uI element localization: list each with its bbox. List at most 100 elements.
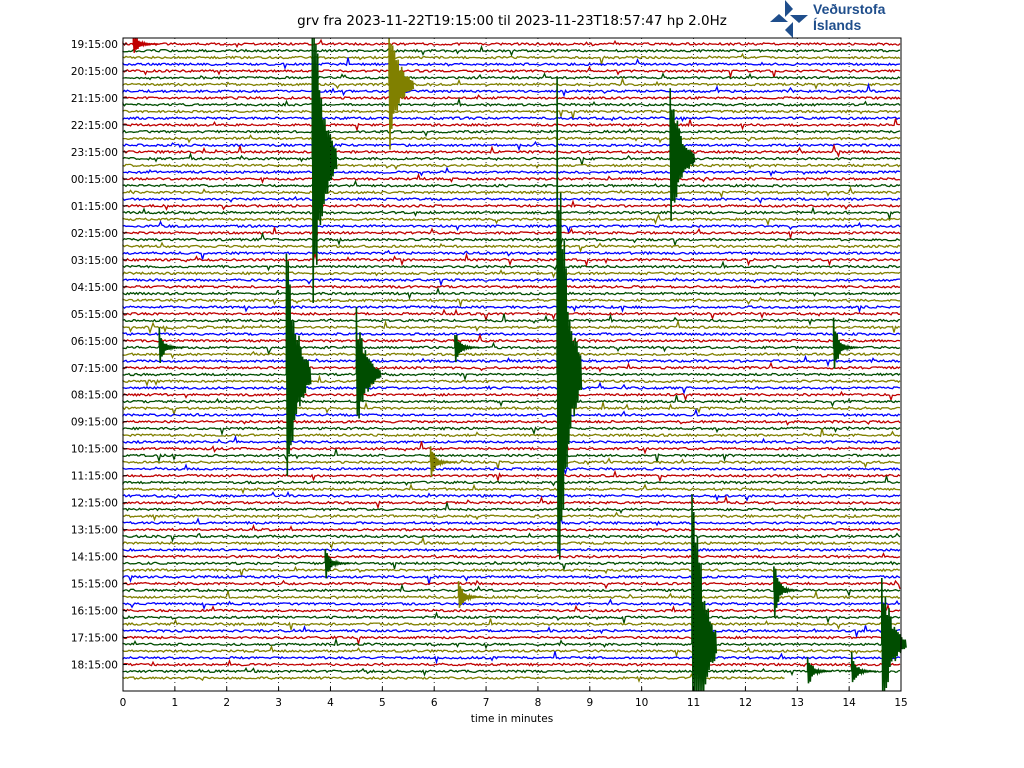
x-axis-label: time in minutes xyxy=(471,713,553,725)
trace-line xyxy=(122,547,901,553)
trace-line xyxy=(122,457,901,469)
y-tick-label: 17:15:00 xyxy=(71,633,118,645)
trace-line xyxy=(122,672,785,683)
x-tick-label: 9 xyxy=(586,697,593,709)
plot-frame xyxy=(122,37,902,692)
trace-line xyxy=(122,395,901,408)
trace-line xyxy=(122,589,901,601)
y-tick-label: 19:15:00 xyxy=(71,39,118,51)
trace-line xyxy=(122,635,901,647)
trace-line xyxy=(122,66,901,80)
trace-line xyxy=(122,502,901,515)
trace-line xyxy=(122,332,901,344)
trace-line xyxy=(122,523,901,533)
trace-line xyxy=(122,435,901,445)
x-tick-label: 7 xyxy=(483,697,490,709)
trace-line xyxy=(122,482,901,495)
x-tick-label: 14 xyxy=(842,697,856,709)
trace-line xyxy=(122,38,901,49)
trace-line xyxy=(122,494,901,510)
seismic-event xyxy=(773,566,799,618)
seismic-event xyxy=(881,577,907,691)
trace-line xyxy=(122,143,901,158)
trace-line xyxy=(122,71,901,81)
y-tick-label: 06:15:00 xyxy=(71,336,118,348)
trace-line xyxy=(122,401,901,417)
x-tick-label: 12 xyxy=(739,697,752,709)
y-tick-label: 21:15:00 xyxy=(71,93,118,105)
y-tick-label: 07:15:00 xyxy=(71,363,118,375)
trace-line xyxy=(122,551,901,559)
trace-line xyxy=(122,319,901,335)
seismic-event xyxy=(132,38,158,53)
logo-line1: Veðurstofa xyxy=(813,1,886,17)
trace-line xyxy=(122,252,900,268)
trace-line xyxy=(122,195,901,204)
seismic-event xyxy=(806,657,832,684)
x-tick-label: 4 xyxy=(327,697,334,709)
seismic-event xyxy=(669,88,696,222)
trace-line xyxy=(122,428,901,438)
y-tick-label: 05:15:00 xyxy=(71,309,118,321)
trace-line xyxy=(122,220,901,234)
trace-line xyxy=(122,381,901,395)
x-tick-label: 13 xyxy=(791,697,804,709)
trace-line xyxy=(122,353,901,368)
y-tick-label: 14:15:00 xyxy=(71,552,118,564)
trace-line xyxy=(122,116,900,123)
y-tick-label: 08:15:00 xyxy=(71,390,118,402)
y-tick-label: 11:15:00 xyxy=(71,471,118,483)
x-tick-label: 15 xyxy=(894,697,907,709)
trace-line xyxy=(122,308,901,323)
trace-line xyxy=(122,361,901,373)
trace-line xyxy=(122,269,901,279)
trace-line xyxy=(122,249,901,260)
trace-line xyxy=(122,448,900,464)
y-tick-label: 09:15:00 xyxy=(71,417,118,429)
trace-line xyxy=(122,134,901,144)
trace-line xyxy=(122,372,901,382)
y-tick-label: 03:15:00 xyxy=(71,255,118,267)
trace-line xyxy=(122,94,901,101)
y-tick-label: 22:15:00 xyxy=(71,120,118,132)
trace-line xyxy=(122,227,901,241)
trace-line xyxy=(122,611,901,625)
x-tick-label: 11 xyxy=(687,697,700,709)
x-tick-label: 6 xyxy=(431,697,438,709)
trace-line xyxy=(122,624,901,639)
x-tick-label: 3 xyxy=(275,697,282,709)
x-tick-label: 2 xyxy=(223,697,230,709)
trace-line xyxy=(122,475,901,487)
trace-line xyxy=(122,199,901,211)
trace-line xyxy=(122,350,901,360)
y-tick-label: 13:15:00 xyxy=(71,525,118,537)
trace-line xyxy=(122,490,901,502)
trace-line xyxy=(122,419,901,426)
trace-line xyxy=(122,231,901,248)
trace-line xyxy=(122,651,901,665)
trace-line xyxy=(122,374,901,388)
trace-line xyxy=(122,565,901,579)
trace-line xyxy=(122,44,901,57)
trace-line xyxy=(122,57,901,70)
trace-line xyxy=(122,82,901,98)
y-tick-label: 00:15:00 xyxy=(71,174,118,186)
seismic-event xyxy=(355,307,382,419)
seismic-event xyxy=(457,581,483,608)
y-tick-label: 16:15:00 xyxy=(71,606,118,618)
trace-line xyxy=(122,304,901,314)
trace-line xyxy=(122,76,901,90)
x-tick-label: 1 xyxy=(172,697,179,709)
traces xyxy=(122,38,907,691)
seismic-event xyxy=(158,327,184,364)
trace-line xyxy=(122,166,901,178)
trace-line xyxy=(122,277,900,287)
trace-line xyxy=(122,579,901,590)
trace-line xyxy=(122,639,901,650)
trace-line xyxy=(122,516,901,527)
seismic-event xyxy=(850,651,877,683)
trace-line xyxy=(122,152,901,166)
trace-line xyxy=(122,172,901,184)
y-tick-label: 02:15:00 xyxy=(71,228,118,240)
trace-line xyxy=(122,560,901,572)
